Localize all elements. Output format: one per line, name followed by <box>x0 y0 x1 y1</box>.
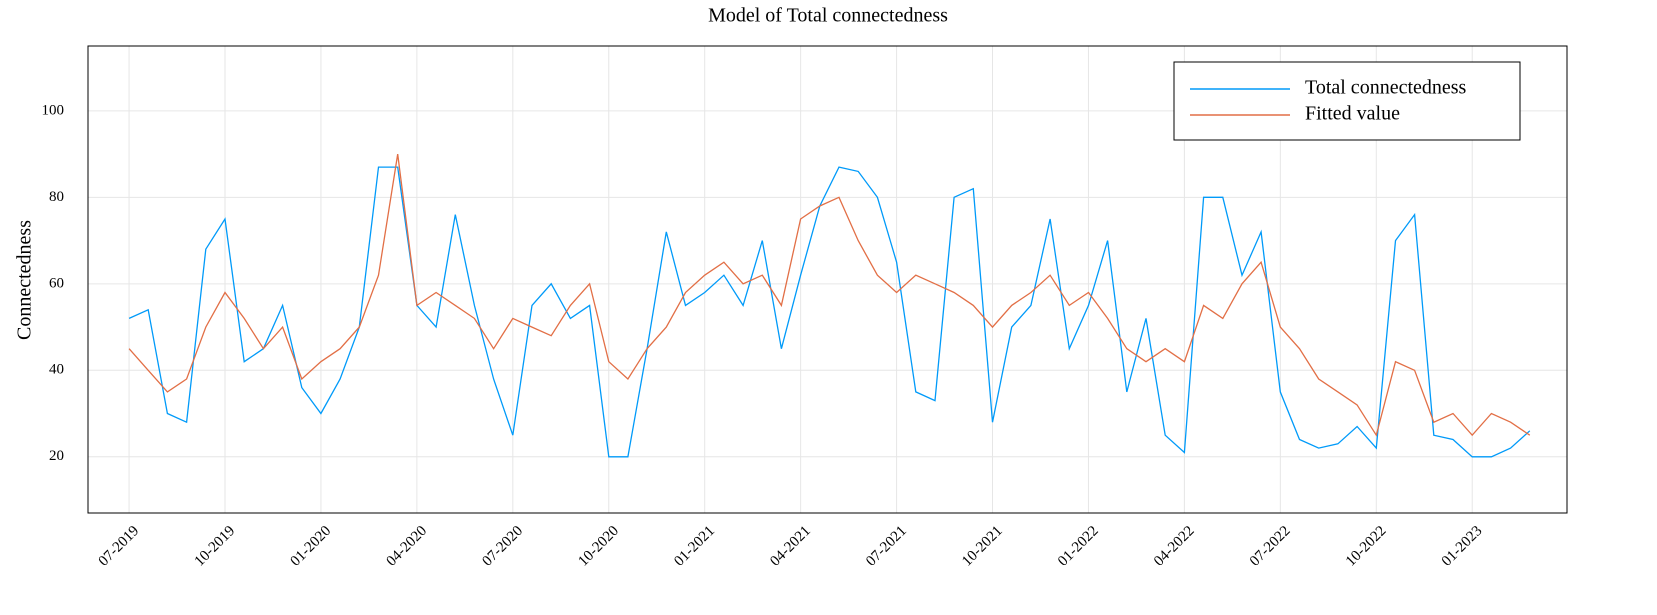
y-tick-label: 80 <box>49 189 64 205</box>
x-tick-label: 07-2021 <box>863 523 910 570</box>
legend-label: Total connectedness <box>1305 77 1467 99</box>
x-tick-label: 10-2020 <box>575 523 622 570</box>
x-tick-label: 10-2019 <box>192 523 239 570</box>
x-tick-label: 01-2023 <box>1439 523 1486 570</box>
x-tick-label: 01-2021 <box>671 523 718 570</box>
x-tick-label: 04-2020 <box>383 523 430 570</box>
x-tick-label: 04-2022 <box>1151 523 1198 570</box>
x-tick-label: 10-2021 <box>959 523 1006 570</box>
y-axis-label: Connectedness <box>14 220 36 340</box>
legend-label: Fitted value <box>1305 103 1400 125</box>
x-tick-label: 04-2021 <box>767 523 814 570</box>
chart-title: Model of Total connectedness <box>708 5 948 27</box>
plot-frame <box>87 45 1568 514</box>
x-tick-label: 07-2022 <box>1247 523 1294 570</box>
y-tick-label: 60 <box>49 275 64 291</box>
x-tick-label: 01-2020 <box>288 523 335 570</box>
x-tick-label: 10-2022 <box>1343 523 1390 570</box>
x-tick-label: 07-2020 <box>479 523 526 570</box>
series-line <box>128 153 1531 437</box>
legend-box <box>1173 61 1521 141</box>
legend: Total connectedness Fitted value <box>1173 61 1521 141</box>
series-line <box>128 166 1531 458</box>
y-tick-label: 100 <box>42 102 65 118</box>
x-tick-label: 07-2019 <box>96 523 143 570</box>
x-tick-label: 01-2022 <box>1055 523 1102 570</box>
y-tick-label: 40 <box>49 362 64 378</box>
y-tick-label: 20 <box>49 448 64 464</box>
